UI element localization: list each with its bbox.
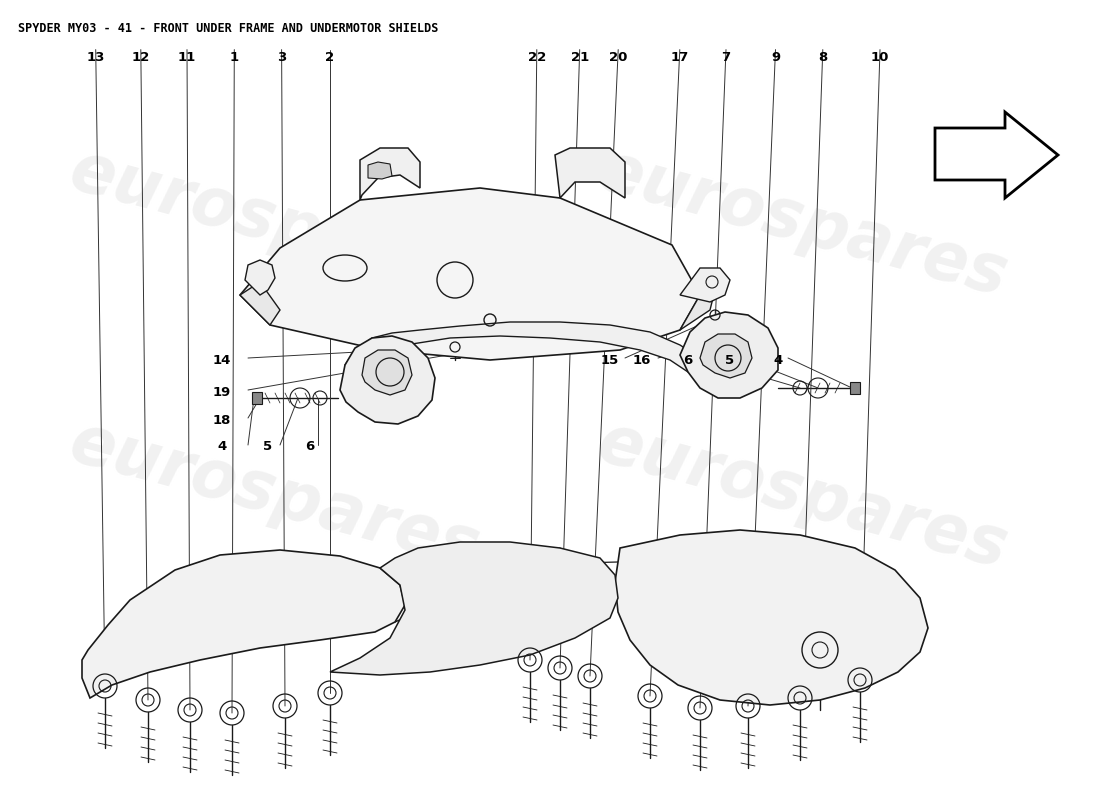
Text: eurospares: eurospares bbox=[591, 138, 1015, 310]
Polygon shape bbox=[360, 148, 420, 200]
Text: 4: 4 bbox=[773, 354, 782, 366]
Polygon shape bbox=[252, 392, 262, 404]
Text: 16: 16 bbox=[632, 354, 651, 366]
Polygon shape bbox=[935, 112, 1058, 198]
Polygon shape bbox=[680, 268, 730, 302]
Polygon shape bbox=[680, 278, 718, 330]
Text: 2: 2 bbox=[326, 51, 334, 64]
Polygon shape bbox=[330, 542, 618, 675]
Text: SPYDER MY03 - 41 - FRONT UNDER FRAME AND UNDERMOTOR SHIELDS: SPYDER MY03 - 41 - FRONT UNDER FRAME AND… bbox=[18, 22, 439, 35]
Text: eurospares: eurospares bbox=[591, 410, 1015, 582]
Polygon shape bbox=[556, 148, 625, 198]
Text: 6: 6 bbox=[306, 441, 315, 454]
Text: 4: 4 bbox=[218, 441, 227, 454]
Polygon shape bbox=[82, 550, 405, 698]
Polygon shape bbox=[700, 334, 752, 378]
Text: 7: 7 bbox=[722, 51, 730, 64]
Text: 3: 3 bbox=[277, 51, 286, 64]
Text: 12: 12 bbox=[132, 51, 150, 64]
Text: 20: 20 bbox=[609, 51, 627, 64]
Text: 8: 8 bbox=[818, 51, 827, 64]
Text: 22: 22 bbox=[528, 51, 546, 64]
Polygon shape bbox=[245, 260, 275, 295]
Polygon shape bbox=[240, 282, 280, 325]
Polygon shape bbox=[362, 350, 412, 395]
Polygon shape bbox=[345, 322, 700, 375]
Text: 17: 17 bbox=[671, 51, 689, 64]
Text: 9: 9 bbox=[771, 51, 780, 64]
Polygon shape bbox=[368, 162, 392, 179]
Text: 6: 6 bbox=[683, 354, 693, 366]
Text: 19: 19 bbox=[213, 386, 231, 398]
Polygon shape bbox=[615, 530, 928, 705]
Text: eurospares: eurospares bbox=[63, 138, 487, 310]
Polygon shape bbox=[680, 312, 778, 398]
Text: 5: 5 bbox=[725, 354, 735, 366]
Text: 5: 5 bbox=[263, 441, 273, 454]
Text: 13: 13 bbox=[87, 51, 104, 64]
Text: 10: 10 bbox=[871, 51, 889, 64]
Text: 18: 18 bbox=[212, 414, 231, 426]
Text: 15: 15 bbox=[601, 354, 619, 366]
Text: 14: 14 bbox=[212, 354, 231, 366]
Polygon shape bbox=[850, 382, 860, 394]
Polygon shape bbox=[340, 336, 434, 424]
Polygon shape bbox=[240, 188, 700, 360]
Text: eurospares: eurospares bbox=[63, 410, 487, 582]
Text: 21: 21 bbox=[571, 51, 588, 64]
Text: 1: 1 bbox=[230, 51, 239, 64]
Text: 11: 11 bbox=[178, 51, 196, 64]
